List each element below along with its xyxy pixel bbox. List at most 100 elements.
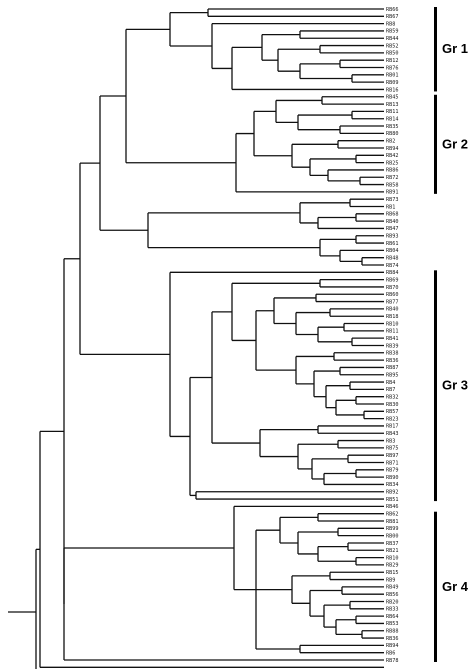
leaf-label: RB81 (386, 519, 399, 525)
leaf-label: RB37 (386, 541, 399, 547)
leaf-label: RB77 (386, 299, 399, 305)
leaf-label: RB50 (386, 51, 399, 57)
leaf-label: RB20 (386, 599, 399, 605)
leaf-label: RB09 (386, 80, 399, 86)
leaf-label: RB99 (386, 526, 399, 532)
leaf-label: RB86 (386, 168, 399, 174)
leaf-label: RB00 (386, 533, 399, 539)
leaf-label: RB23 (386, 416, 399, 422)
leaf-label: RB59 (386, 29, 399, 35)
leaf-label: RB48 (386, 255, 399, 261)
leaf-label: RB42 (386, 153, 399, 159)
leaf-label: RB51 (386, 497, 399, 503)
leaf-label: RB72 (386, 175, 399, 181)
group-label: Gr 4 (442, 579, 469, 594)
leaf-label: RB49 (386, 585, 399, 591)
group-bar (434, 94, 437, 194)
leaf-label: RB11 (386, 109, 399, 115)
leaf-label: RB97 (386, 453, 399, 459)
group-bar (434, 511, 437, 662)
leaf-label: RB90 (386, 475, 399, 481)
group-labels: Gr 1 Gr 2 Gr 3 Gr 4 (442, 41, 469, 594)
leaf-label: RB17 (386, 424, 399, 430)
leaf-label: RB45 (386, 95, 399, 101)
leaf-label: RB60 (386, 292, 399, 298)
leaf-label: RB30 (386, 402, 399, 408)
leaf-label: RB2 (386, 138, 395, 144)
group-label: Gr 1 (442, 41, 468, 56)
leaf-label: RB33 (386, 607, 399, 613)
leaf-label: RB35 (386, 124, 399, 130)
leaf-label: RB94 (386, 146, 399, 152)
leaf-label: RB93 (386, 234, 399, 240)
leaf-label: RB12 (386, 58, 399, 64)
leaf-label: RB11 (386, 329, 399, 335)
leaf-label: RB4 (386, 380, 395, 386)
leaf-label: RB70 (386, 285, 399, 291)
leaf-label: RB61 (386, 241, 399, 247)
leaf-label: RB8 (386, 21, 395, 27)
leaf-label: RB47 (386, 226, 399, 232)
leaf-label: RB44 (386, 36, 399, 42)
leaf-label: RB13 (386, 102, 399, 108)
leaf-label: RB40 (386, 307, 399, 313)
leaf-label: RB04 (386, 248, 399, 254)
leaf-label: RB62 (386, 512, 399, 518)
leaf-label: RB91 (386, 190, 399, 196)
leaf-label: RB36 (386, 358, 399, 364)
leaf-label: RB69 (386, 277, 399, 283)
leaf-label: RB67 (386, 14, 399, 20)
leaf-label: RB58 (386, 182, 399, 188)
leaf-label: RB32 (386, 394, 399, 400)
leaf-label: RB66 (386, 7, 399, 13)
leaf-label: RB21 (386, 548, 399, 554)
leaf-label: RB56 (386, 592, 399, 598)
leaf-label: RB39 (386, 343, 399, 349)
leaf-label: RB52 (386, 43, 399, 49)
leaf-label: RB34 (386, 482, 399, 488)
leaf-label: RB10 (386, 321, 399, 327)
leaf-label: RB73 (386, 197, 399, 203)
leaf-label: RB80 (386, 131, 399, 137)
leaf-label: RB38 (386, 351, 399, 357)
leaf-label: RB46 (386, 504, 399, 510)
group-bar (434, 270, 437, 502)
leaf-label: RB6 (386, 650, 395, 656)
leaf-label: RB3 (386, 438, 395, 444)
leaf-label: RB53 (386, 621, 399, 627)
leaf-label: RB43 (386, 431, 399, 437)
leaf-label: RB10 (386, 555, 399, 561)
group-bars (434, 7, 437, 662)
leaf-label: RB92 (386, 490, 399, 496)
leaf-label: RB75 (386, 446, 399, 452)
leaf-label: RB18 (386, 314, 399, 320)
leaf-label: RB71 (386, 460, 399, 466)
leaf-label: RB36 (386, 636, 399, 642)
leaf-label: RB14 (386, 117, 399, 123)
leaf-label: RB7 (386, 387, 395, 393)
leaf-label: RB79 (386, 468, 399, 474)
leaf-label: RB9 (386, 577, 395, 583)
leaf-label: RB88 (386, 629, 399, 635)
leaf-label: RB57 (386, 409, 399, 415)
leaf-label: RB01 (386, 73, 399, 79)
leaf-label: RB87 (386, 365, 399, 371)
leaf-label: RB29 (386, 563, 399, 569)
leaf-label: RB94 (386, 643, 399, 649)
leaf-label: RB1 (386, 204, 395, 210)
leaf-label: RB64 (386, 614, 399, 620)
leaf-label: RB16 (386, 87, 399, 93)
leaf-label: RB15 (386, 570, 399, 576)
leaf-label: RB76 (386, 65, 399, 71)
leaf-label: RB78 (386, 658, 399, 664)
group-label: Gr 2 (442, 136, 468, 151)
leaf-label: RB41 (386, 336, 399, 342)
leaf-label: RB68 (386, 212, 399, 218)
leaf-label: RB95 (386, 373, 399, 379)
leaf-label: RB74 (386, 263, 399, 269)
leaf-label: RB84 (386, 270, 399, 276)
leaf-labels: RB66RB67RB8RB59RB44RB52RB50RB12RB76RB01R… (386, 7, 399, 664)
group-bar (434, 7, 437, 92)
tree-branches (8, 8, 384, 669)
